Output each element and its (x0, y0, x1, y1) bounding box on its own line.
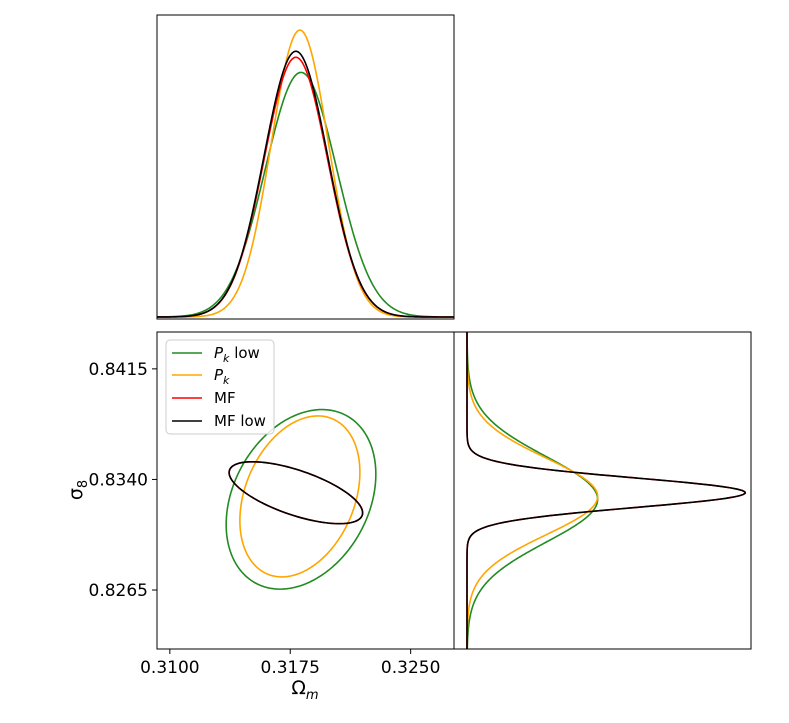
x-axis-label: Ωm (291, 677, 318, 703)
y-axis-label-main: σ (65, 488, 87, 500)
marginal-x-p-k-low (156, 71, 455, 318)
contour-p-k-low (225, 408, 377, 590)
marginal-x-panel (156, 14, 455, 320)
joint-contours (225, 408, 377, 590)
contour-p-k (239, 415, 361, 578)
y-tick-label: 0.8340 (89, 470, 148, 490)
marginal-x-p-k (157, 29, 454, 318)
marginal-y-p-k (466, 331, 599, 649)
legend-box (165, 339, 275, 435)
marginal-y-curves (466, 331, 747, 650)
marginal-y-panel (453, 331, 752, 650)
x-axis-ticks: 0.3100 0.3175 0.3250 (140, 649, 440, 678)
marginal-y-frame (453, 331, 752, 650)
contour-mf (228, 460, 364, 525)
y-tick-label: 0.8265 (89, 581, 148, 601)
legend-label-pk-main: P (214, 366, 224, 384)
x-tick-label: 0.3250 (381, 658, 440, 678)
x-axis-label-sub: m (306, 688, 319, 703)
contour-mf-low (228, 460, 364, 525)
x-tick-label: 0.3175 (261, 658, 320, 678)
legend-label-mf: MF (214, 389, 236, 407)
legend-label-pk-sub: k (223, 374, 230, 387)
marginal-x-mf-low (157, 50, 454, 318)
y-axis-ticks: 0.8415 0.8340 0.8265 (89, 360, 157, 601)
marginal-y-mf-low (466, 332, 747, 649)
legend-label-pk-low-sub: k (223, 352, 230, 365)
legend-label-mf-low: MF low (214, 412, 266, 430)
legend-label-pk: Pk (214, 366, 230, 387)
legend-label-pk-low: Pk low (214, 344, 260, 365)
marginal-y-p-k-low (466, 331, 599, 650)
y-axis-label: σ8 (65, 480, 91, 500)
joint-panel: 0.3100 0.3175 0.3250 0.8415 0.8340 0.8265 Ωm… (65, 331, 455, 703)
y-axis-label-sub: 8 (76, 480, 91, 488)
x-axis-label-main: Ω (291, 677, 306, 699)
marginal-y-mf (466, 332, 747, 649)
legend: Pk low Pk MF MF low (165, 339, 275, 435)
marginal-x-curves (156, 29, 455, 318)
marginal-x-frame (156, 14, 455, 320)
x-tick-label: 0.3100 (140, 658, 199, 678)
legend-label-pk-low-main: P (214, 344, 224, 362)
legend-label-pk-low-suffix: low (229, 344, 259, 362)
y-tick-label: 0.8415 (89, 360, 148, 380)
marginal-x-mf (157, 56, 454, 318)
